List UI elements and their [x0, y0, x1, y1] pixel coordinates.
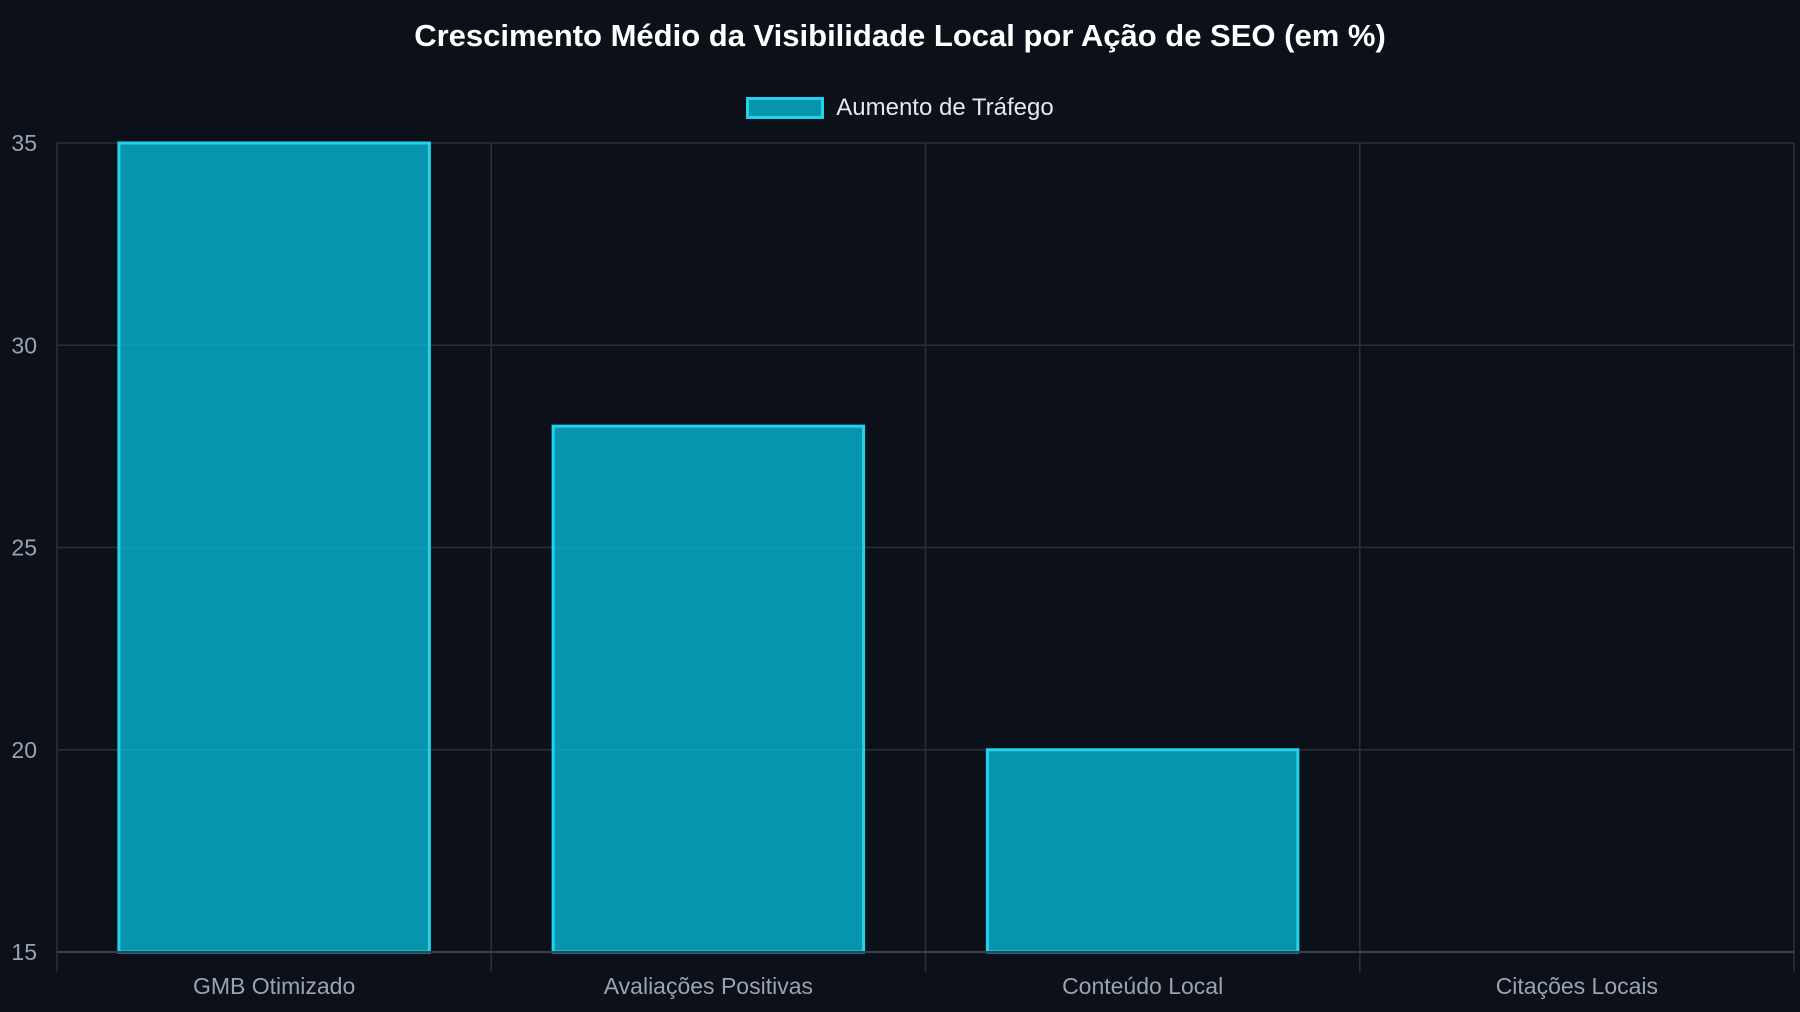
- legend-swatch: [746, 97, 825, 119]
- x-tick-label: Conteúdo Local: [1062, 973, 1223, 999]
- x-tick-label: Citações Locais: [1496, 973, 1658, 999]
- x-tick-label: Avaliações Positivas: [604, 973, 813, 999]
- legend-label: Aumento de Tráfego: [836, 94, 1054, 121]
- y-tick-label: 35: [11, 130, 37, 156]
- tick-labels: 15 20 25 30 35 GMB Otimizado Avaliações Positi…: [11, 130, 1658, 999]
- y-tick-label: 30: [11, 332, 37, 358]
- y-tick-label: 15: [11, 939, 37, 965]
- bar-avalia-es-positivas: [551, 424, 866, 954]
- y-tick-label: 25: [11, 535, 37, 561]
- bar-conte-do-local: [985, 748, 1300, 954]
- x-tick-label: GMB Otimizado: [193, 973, 355, 999]
- legend[interactable]: Aumento de Tráfego: [0, 94, 1800, 122]
- chart-title: Crescimento Médio da Visibilidade Local …: [414, 18, 1386, 53]
- bar-gmb-otimizado: [117, 141, 431, 954]
- y-tick-label: 20: [11, 737, 37, 763]
- bars: [117, 141, 1300, 954]
